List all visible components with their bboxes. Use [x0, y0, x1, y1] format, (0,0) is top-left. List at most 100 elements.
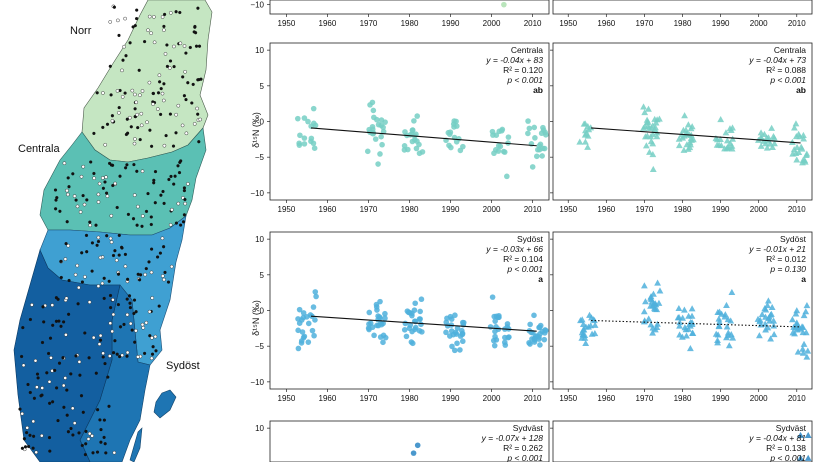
stat-equation: y = -0.04x + 73 — [748, 55, 806, 65]
site-marker — [102, 435, 106, 439]
sampling-sites — [18, 4, 203, 457]
y-axis-label-sydost: δ¹⁵N (‰) — [251, 300, 261, 336]
data-point — [768, 303, 776, 310]
site-marker — [163, 52, 168, 56]
site-marker — [135, 223, 139, 227]
site-marker — [131, 25, 135, 29]
data-point — [538, 130, 545, 137]
y-tick-label: 0 — [260, 118, 265, 127]
x-tick-label: 1970 — [636, 19, 654, 28]
data-point — [301, 115, 308, 121]
site-marker — [162, 143, 167, 148]
site-marker — [66, 243, 70, 248]
site-marker — [91, 451, 95, 455]
data-point — [525, 130, 531, 137]
data-point — [375, 161, 381, 167]
data-point — [374, 307, 380, 313]
data-point — [448, 144, 454, 151]
site-marker — [172, 64, 176, 69]
site-marker — [31, 434, 36, 438]
site-marker — [112, 5, 116, 9]
data-point — [380, 339, 386, 346]
data-point — [640, 308, 648, 315]
y-tick-label: −10 — [250, 189, 264, 198]
site-marker — [177, 171, 182, 175]
data-point — [799, 156, 807, 163]
data-point — [686, 344, 694, 352]
site-marker — [136, 272, 140, 276]
site-marker — [178, 10, 182, 15]
site-marker — [164, 134, 168, 138]
data-point — [758, 310, 766, 318]
data-point — [527, 321, 533, 328]
panel-centrala-left: 1950 1960 1970 1980 1990 2000 2010 10 5 0 −5 −10 Cen… — [250, 42, 550, 214]
x-tick-label: 2010 — [788, 394, 806, 403]
data-point — [312, 317, 318, 323]
data-point — [761, 304, 769, 312]
site-marker — [120, 246, 124, 250]
site-marker — [111, 312, 116, 317]
data-point — [409, 340, 416, 347]
panel-sydöst-left: 1950 1960 1970 1980 1990 2000 2010 10 5 0 −5 −10 Syd… — [250, 231, 550, 403]
site-marker — [110, 119, 115, 123]
data-point — [755, 332, 763, 339]
data-point — [655, 299, 663, 306]
data-point — [382, 310, 388, 317]
site-marker — [125, 350, 130, 355]
site-marker — [101, 186, 105, 190]
data-point — [540, 124, 546, 131]
site-marker — [92, 176, 96, 180]
site-marker — [35, 372, 40, 376]
site-marker — [150, 336, 154, 340]
site-marker — [168, 223, 173, 227]
data-point — [536, 324, 543, 331]
site-marker — [138, 93, 142, 97]
data-point — [756, 318, 764, 325]
data-point — [714, 339, 721, 346]
x-tick-label: 1960 — [319, 394, 337, 403]
data-point — [296, 306, 303, 313]
stat-equation: y = -0.04x + 83 — [485, 55, 543, 65]
data-point — [587, 322, 595, 329]
stat-r2: R² = 0.138 — [766, 443, 806, 453]
data-point — [763, 144, 771, 151]
site-marker — [87, 431, 92, 436]
site-marker — [151, 345, 155, 349]
site-marker — [111, 253, 116, 258]
data-point — [654, 320, 661, 327]
site-marker — [104, 191, 109, 195]
data-point — [531, 312, 537, 319]
data-point — [412, 300, 419, 307]
x-tick-label: 1980 — [674, 19, 692, 28]
site-marker — [134, 310, 138, 314]
site-marker — [111, 297, 115, 302]
site-marker — [85, 250, 89, 254]
site-marker — [28, 390, 32, 395]
data-point — [311, 120, 317, 127]
site-marker — [103, 142, 107, 147]
site-marker — [135, 112, 139, 117]
x-tick-label: 1950 — [559, 205, 577, 214]
site-marker — [113, 339, 117, 343]
site-marker — [31, 419, 36, 424]
site-marker — [128, 41, 132, 45]
data-point — [804, 454, 812, 461]
site-marker — [88, 220, 92, 224]
data-point — [591, 321, 599, 328]
site-marker — [101, 91, 105, 95]
site-marker — [130, 88, 135, 93]
site-marker — [165, 64, 169, 68]
data-point — [531, 124, 538, 131]
site-marker — [107, 279, 111, 283]
site-marker — [90, 269, 94, 273]
data-point — [762, 326, 769, 333]
site-marker — [108, 20, 112, 24]
data-point — [757, 142, 765, 149]
site-marker — [199, 77, 203, 81]
site-marker — [95, 408, 100, 412]
site-marker — [183, 70, 187, 74]
data-point — [366, 309, 373, 316]
site-marker — [172, 44, 176, 49]
site-marker — [124, 54, 128, 58]
data-point — [454, 325, 461, 331]
